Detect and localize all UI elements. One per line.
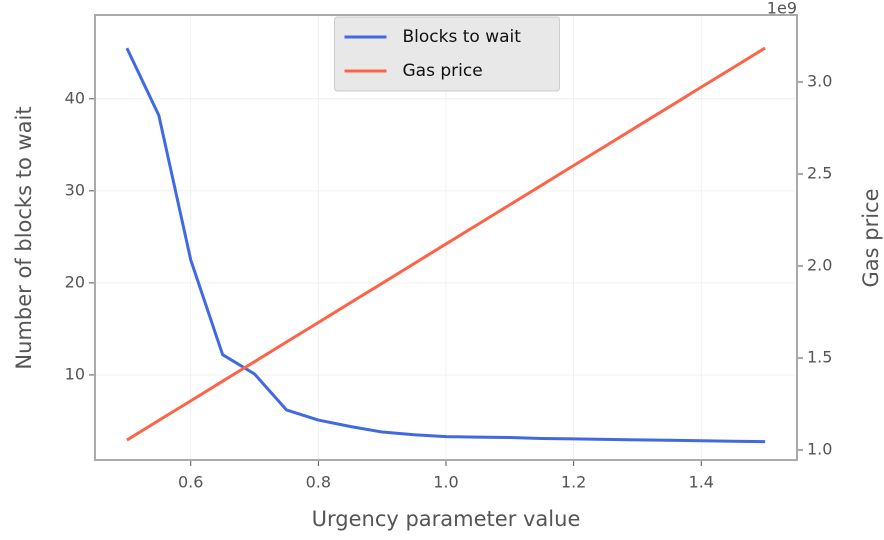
y2-axis-label: Gas price <box>859 188 883 287</box>
y2-tick-label: 2.5 <box>807 163 832 182</box>
y2-tick-label: 3.0 <box>807 71 832 90</box>
x-axis-label: Urgency parameter value <box>312 507 581 531</box>
y-tick-label: 10 <box>65 364 85 383</box>
plot-frame <box>94 14 798 461</box>
legend-box <box>334 16 560 92</box>
y2-offset-label: 1e9 <box>767 0 797 18</box>
x-tick-label: 1.4 <box>689 473 714 492</box>
y2-tick-label: 1.0 <box>807 440 832 459</box>
x-tick-label: 0.8 <box>306 473 331 492</box>
legend-label: Blocks to wait <box>403 27 522 47</box>
x-tick-label: 1.2 <box>561 473 586 492</box>
y2-tick-label: 2.0 <box>807 255 832 274</box>
legend-label: Gas price <box>403 61 483 81</box>
y-tick-label: 30 <box>65 180 85 199</box>
series-line <box>126 46 766 442</box>
y-tick-label: 20 <box>65 272 85 291</box>
x-tick-label: 1.0 <box>433 473 458 492</box>
y2-tick-label: 1.5 <box>807 348 832 367</box>
y-tick-label: 40 <box>65 88 85 107</box>
y-axis-label: Number of blocks to wait <box>12 106 36 369</box>
x-tick-label: 0.6 <box>178 473 203 492</box>
series-line <box>125 47 766 444</box>
